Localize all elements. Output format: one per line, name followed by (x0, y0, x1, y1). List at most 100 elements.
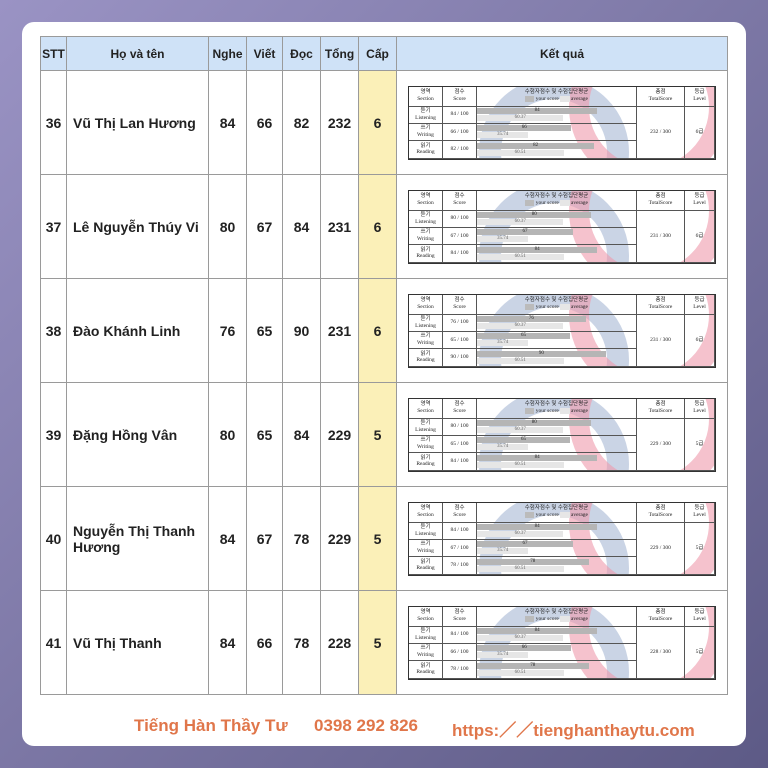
your-score-bar: 78 (477, 662, 589, 669)
your-score-bar: 66 (477, 125, 572, 132)
level-header: 등급 Level (685, 398, 715, 419)
reading-cell: 82 (282, 70, 321, 175)
level-cell: 6 (358, 174, 397, 279)
section-score: 67 / 100 (443, 539, 477, 558)
section-label: 읽기 Reading (409, 557, 443, 575)
section-score: 66 / 100 (443, 643, 477, 662)
section-header: 영역 Section (409, 398, 443, 419)
header-viet: Viết (246, 36, 283, 71)
header-stt: STT (40, 36, 67, 71)
average-bar: 35.74 (477, 132, 529, 139)
your-score-bar: 80 (477, 420, 592, 427)
total-score: 228 / 300 (637, 626, 685, 679)
section-label: 쓰기 Writing (409, 123, 443, 142)
section-label: 읽기 Reading (409, 141, 443, 159)
average-bar: 60.51 (477, 149, 564, 156)
writing-cell: 66 (246, 590, 283, 695)
section-bars: 84 60.37 (477, 626, 637, 644)
your-score-bar: 67 (477, 541, 573, 548)
level-cell: 5 (358, 486, 397, 591)
section-header: 영역 Section (409, 190, 443, 211)
section-score: 84 / 100 (443, 245, 477, 263)
stt-cell: 38 (40, 278, 67, 383)
average-bar: 60.51 (477, 669, 564, 676)
section-score: 67 / 100 (443, 227, 477, 246)
level-header: 등급 Level (685, 606, 715, 627)
result-cell: 영역 Section 점수 Score 수험자점수 및 수험집단평균 your sc… (396, 70, 728, 175)
level-cell: 5 (358, 382, 397, 487)
section-score: 65 / 100 (443, 435, 477, 454)
chart-header: 수험자점수 및 수험집단평균 your score average (477, 398, 637, 419)
section-bars: 84 60.37 (477, 106, 637, 124)
writing-cell: 67 (246, 486, 283, 591)
total-cell: 228 (320, 590, 359, 695)
your-score-bar: 80 (477, 212, 592, 219)
average-bar: 35.74 (477, 444, 529, 451)
section-label: 쓰기 Writing (409, 331, 443, 350)
result-cell: 영역 Section 점수 Score 수험자점수 및 수험집단평균 your sc… (396, 590, 728, 695)
section-label: 듣기 Listening (409, 210, 443, 228)
level-value: 6급 (685, 314, 715, 367)
average-bar: 35.74 (477, 340, 529, 347)
table-row: 38 Đào Khánh Linh 76 65 90 231 6 영역 Section 점수 S… (40, 278, 728, 383)
total-score: 229 / 300 (637, 418, 685, 471)
header-cap: Cấp (358, 36, 397, 71)
stt-cell: 39 (40, 382, 67, 487)
listening-cell: 80 (208, 174, 247, 279)
section-bars: 90 60.51 (477, 349, 637, 367)
header-name: Họ và tên (66, 36, 209, 71)
score-header: 점수 Score (443, 294, 477, 315)
section-bars: 65 35.74 (477, 331, 637, 350)
your-score-bar: 65 (477, 437, 570, 444)
table-row: 40 Nguyễn Thị Thanh Hương 84 67 78 229 5 영역 Sec… (40, 486, 728, 591)
section-score: 82 / 100 (443, 141, 477, 159)
average-bar: 60.37 (477, 115, 564, 122)
section-score: 80 / 100 (443, 418, 477, 436)
level-header: 등급 Level (685, 86, 715, 107)
header-row: STT Họ và tên Nghe Viết Đọc Tổng Cấp Kết… (40, 36, 728, 71)
section-bars: 80 60.37 (477, 418, 637, 436)
total-score: 229 / 300 (637, 522, 685, 575)
results-table: STT Họ và tên Nghe Viết Đọc Tổng Cấp Kết… (40, 36, 728, 695)
section-bars: 78 60.51 (477, 557, 637, 575)
section-label: 읽기 Reading (409, 453, 443, 471)
your-score-bar: 65 (477, 333, 570, 340)
score-header: 점수 Score (443, 190, 477, 211)
name-cell: Vũ Thị Lan Hương (66, 70, 209, 175)
section-label: 듣기 Listening (409, 314, 443, 332)
stt-cell: 41 (40, 590, 67, 695)
section-label: 듣기 Listening (409, 522, 443, 540)
listening-cell: 84 (208, 70, 247, 175)
section-label: 쓰기 Writing (409, 643, 443, 662)
average-bar: 35.74 (477, 548, 529, 555)
header-nghe: Nghe (208, 36, 247, 71)
section-label: 쓰기 Writing (409, 435, 443, 454)
average-bar: 60.37 (477, 323, 564, 330)
section-bars: 66 35.74 (477, 123, 637, 142)
average-bar: 60.51 (477, 565, 564, 572)
chart-header: 수험자점수 및 수험집단평균 your score average (477, 606, 637, 627)
average-bar: 60.37 (477, 427, 564, 434)
listening-cell: 80 (208, 382, 247, 487)
section-score: 84 / 100 (443, 106, 477, 124)
level-header: 등급 Level (685, 502, 715, 523)
your-score-bar: 82 (477, 142, 595, 149)
section-score: 65 / 100 (443, 331, 477, 350)
score-header: 점수 Score (443, 398, 477, 419)
topik-score-card: 영역 Section 점수 Score 수험자점수 및 수험집단평균 your sc… (408, 501, 716, 576)
average-bar: 60.37 (477, 635, 564, 642)
average-bar: 60.51 (477, 253, 564, 260)
section-bars: 67 35.74 (477, 539, 637, 558)
reading-cell: 90 (282, 278, 321, 383)
table-row: 41 Vũ Thị Thanh 84 66 78 228 5 영역 Section 점수 Sco… (40, 590, 728, 695)
total-score: 231 / 300 (637, 210, 685, 263)
level-header: 등급 Level (685, 294, 715, 315)
reading-cell: 78 (282, 590, 321, 695)
footer-url[interactable]: https:／／tienghanthaytu.com (452, 721, 695, 740)
level-cell: 6 (358, 278, 397, 383)
topik-score-card: 영역 Section 점수 Score 수험자점수 및 수험집단평균 your sc… (408, 293, 716, 368)
your-score-bar: 90 (477, 350, 606, 357)
level-cell: 5 (358, 590, 397, 695)
your-score-bar: 67 (477, 229, 573, 236)
section-score: 78 / 100 (443, 557, 477, 575)
